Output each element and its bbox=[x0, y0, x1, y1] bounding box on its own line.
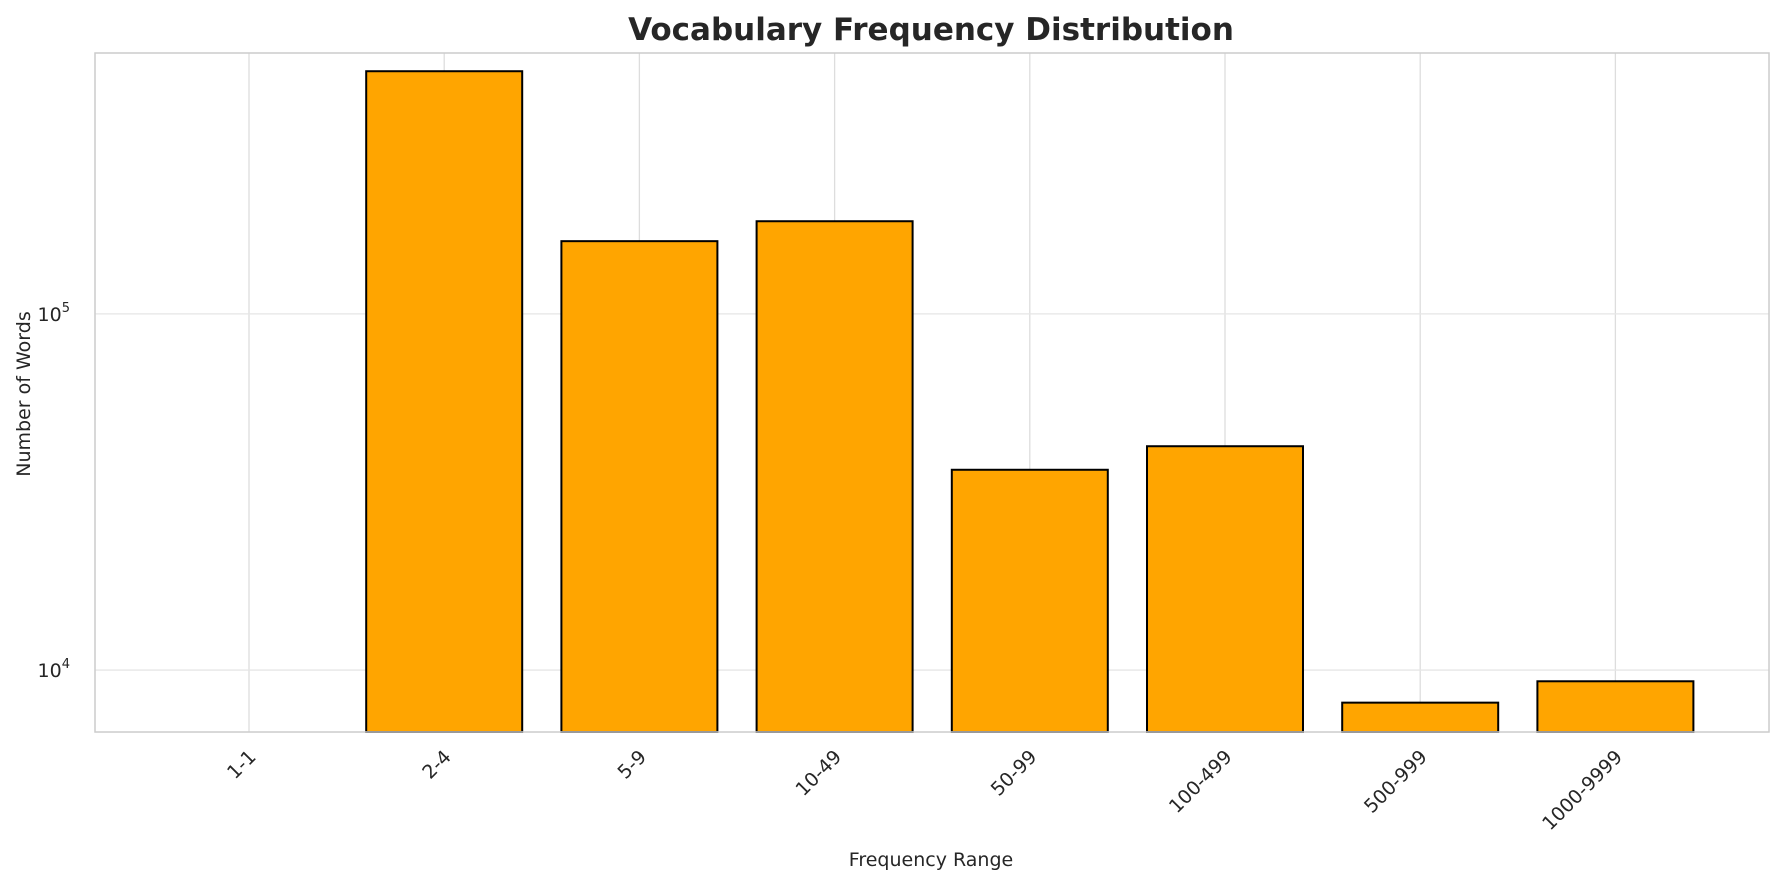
y-tick-label: 104 bbox=[38, 657, 70, 682]
y-tick-labels: 104 105 bbox=[38, 301, 70, 682]
bar-5-9 bbox=[560, 240, 719, 734]
bar-50-99 bbox=[950, 468, 1109, 733]
chart-title: Vocabulary Frequency Distribution bbox=[628, 12, 1234, 48]
plot-frame bbox=[94, 52, 1770, 733]
bar-10-49 bbox=[755, 220, 914, 734]
bar-500-999 bbox=[1341, 701, 1500, 733]
bars-layer bbox=[365, 70, 1695, 734]
y-tick-label: 105 bbox=[38, 301, 70, 326]
bar-100-499 bbox=[1146, 445, 1304, 733]
x-axis-label: Frequency Range bbox=[849, 849, 1013, 871]
bar-1000-9999 bbox=[1536, 680, 1695, 734]
bar-2-4 bbox=[365, 70, 524, 733]
y-axis-label: Number of Words bbox=[13, 311, 35, 476]
